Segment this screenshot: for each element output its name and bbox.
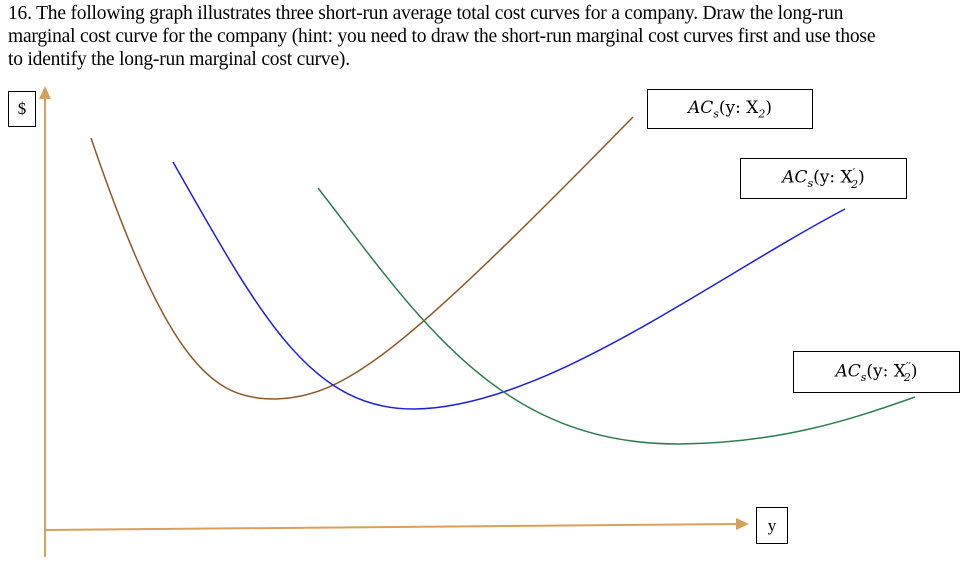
- label-ac-x2: ACs(y: X2): [647, 89, 813, 129]
- x-axis-arrow: [736, 518, 749, 530]
- label-main: AC: [782, 168, 808, 189]
- curve-ac-x2-double-prime: [317, 187, 916, 445]
- label-sub2: 2: [851, 177, 859, 191]
- label-ac-x2-text: ACs(y: X2): [688, 98, 772, 120]
- label-sub2: 2: [758, 107, 766, 121]
- y-axis-arrow: [39, 86, 51, 99]
- label-prime: ′: [852, 166, 856, 180]
- curve-ac-x2-prime: [172, 161, 846, 410]
- y-axis-label: $: [8, 91, 36, 127]
- label-close: ): [765, 97, 773, 118]
- label-main: AC: [687, 97, 714, 118]
- label-open: (y: X: [866, 361, 906, 382]
- label-open: (y: X: [813, 168, 853, 189]
- label-close: ): [910, 361, 918, 382]
- x-axis-label: y: [756, 507, 788, 544]
- question-line-2: marginal cost curve for the company (hin…: [8, 26, 876, 47]
- question-line-3: to identify the long-run marginal cost c…: [8, 49, 350, 70]
- axes: [39, 86, 749, 557]
- label-sub: s: [713, 107, 719, 121]
- label-prime: ′′: [905, 359, 911, 373]
- x-axis-label-text: y: [767, 515, 777, 535]
- label-main: AC: [835, 361, 861, 382]
- label-ac-x2-prime: ACs(y: X′2): [740, 158, 907, 199]
- label-ac-x2-prime-text: ACs(y: X′2): [782, 166, 865, 190]
- label-sub2: 2: [903, 371, 911, 385]
- label-open: (y: X: [718, 97, 759, 118]
- question-text: 16. The following graph illustrates thre…: [8, 2, 958, 71]
- label-sub: s: [807, 177, 814, 191]
- curve-ac-x2: [90, 116, 634, 400]
- label-ac-x2-double-prime: ACs(y: X′′2): [793, 351, 960, 393]
- x-axis: [44, 523, 739, 531]
- y-axis-label-text: $: [17, 99, 27, 118]
- label-sub: s: [860, 371, 867, 385]
- label-close: ): [858, 168, 865, 189]
- question-line-1: 16. The following graph illustrates thre…: [8, 3, 844, 24]
- label-ac-x2-double-prime-text: ACs(y: X′′2): [835, 360, 917, 384]
